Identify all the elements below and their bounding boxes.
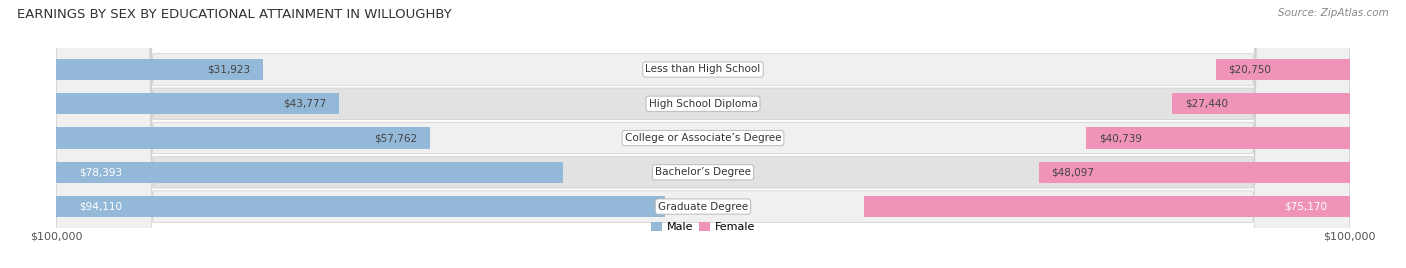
Legend: Male, Female: Male, Female xyxy=(647,217,759,237)
Bar xyxy=(56,59,263,80)
Bar xyxy=(56,196,665,217)
Text: $31,923: $31,923 xyxy=(207,65,250,75)
Text: Graduate Degree: Graduate Degree xyxy=(658,202,748,211)
FancyBboxPatch shape xyxy=(56,0,1350,268)
Bar xyxy=(1216,59,1350,80)
Bar xyxy=(56,162,564,183)
Text: $57,762: $57,762 xyxy=(374,133,418,143)
Text: $75,170: $75,170 xyxy=(1284,202,1327,211)
Text: College or Associate’s Degree: College or Associate’s Degree xyxy=(624,133,782,143)
Bar xyxy=(56,127,430,149)
Bar xyxy=(1039,162,1350,183)
Text: Source: ZipAtlas.com: Source: ZipAtlas.com xyxy=(1278,8,1389,18)
Bar xyxy=(1173,93,1350,114)
Text: Bachelor’s Degree: Bachelor’s Degree xyxy=(655,167,751,177)
Text: $78,393: $78,393 xyxy=(79,167,122,177)
Text: $43,777: $43,777 xyxy=(284,99,326,109)
Bar xyxy=(863,196,1350,217)
Text: $94,110: $94,110 xyxy=(79,202,122,211)
Text: EARNINGS BY SEX BY EDUCATIONAL ATTAINMENT IN WILLOUGHBY: EARNINGS BY SEX BY EDUCATIONAL ATTAINMEN… xyxy=(17,8,451,21)
Text: $48,097: $48,097 xyxy=(1052,167,1095,177)
FancyBboxPatch shape xyxy=(56,0,1350,268)
FancyBboxPatch shape xyxy=(56,0,1350,268)
Bar xyxy=(56,93,339,114)
Bar xyxy=(1087,127,1350,149)
FancyBboxPatch shape xyxy=(56,0,1350,268)
FancyBboxPatch shape xyxy=(56,0,1350,268)
Text: $27,440: $27,440 xyxy=(1185,99,1229,109)
Text: $40,739: $40,739 xyxy=(1099,133,1142,143)
Text: $20,750: $20,750 xyxy=(1229,65,1271,75)
Text: High School Diploma: High School Diploma xyxy=(648,99,758,109)
Text: Less than High School: Less than High School xyxy=(645,65,761,75)
